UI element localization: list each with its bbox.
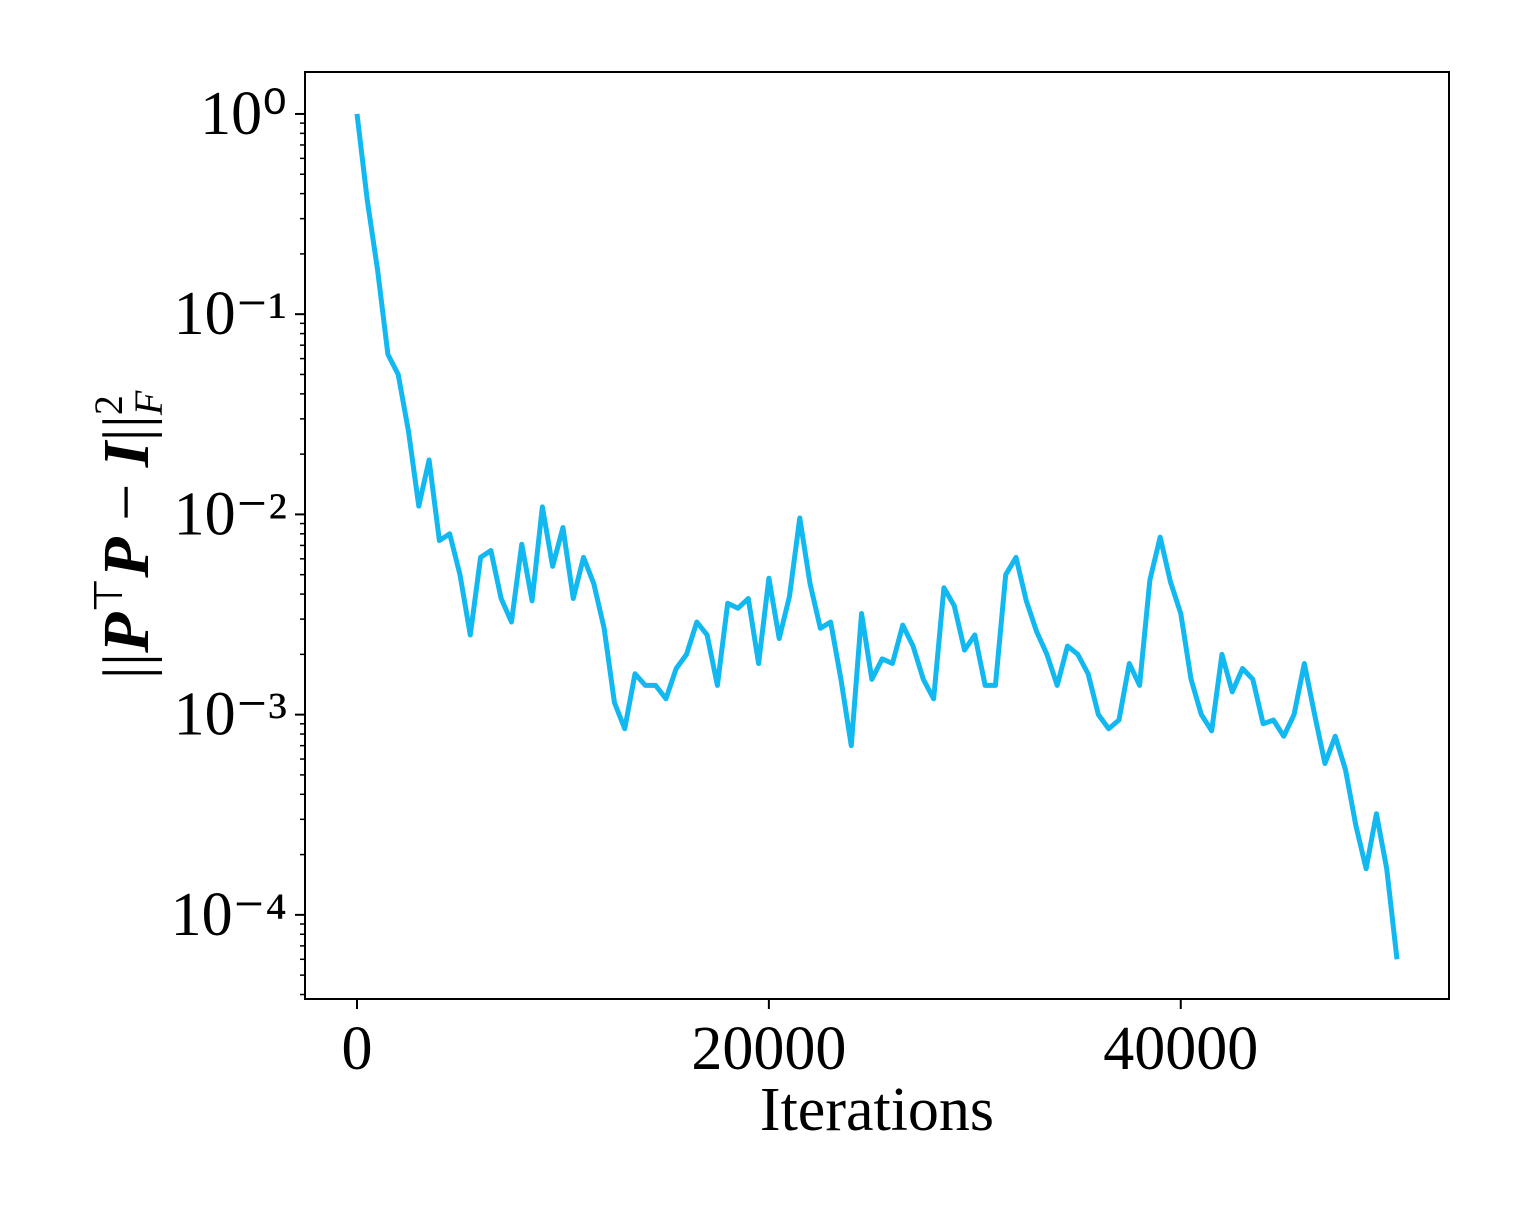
data-line: [354, 113, 1400, 960]
y-label-part: ||: [90, 415, 163, 441]
y-axis-label: ||P⊤P − I||2F: [86, 390, 171, 679]
y-label-part: P: [90, 612, 163, 654]
plot-frame: [304, 71, 1450, 1000]
x-tick-label: 40000: [1103, 1015, 1258, 1083]
y-label-part: −: [90, 467, 163, 537]
y-tick-label: 10⁻³: [174, 681, 287, 749]
y-label-part: 2: [86, 395, 131, 415]
y-tick-label: 10⁻⁴: [171, 881, 287, 949]
y-tick-label: 10⁻²: [174, 480, 287, 548]
y-label-part: ⊤: [86, 578, 131, 613]
x-tick-label: 0: [342, 1015, 373, 1083]
y-tick-label: 10⁻¹: [174, 280, 287, 348]
y-label-part: ||: [90, 653, 163, 679]
x-axis-label: Iterations: [760, 1076, 994, 1144]
y-label-part: P: [90, 537, 163, 579]
y-tick-label: 10⁰: [200, 80, 287, 148]
x-tick-label: 20000: [691, 1015, 846, 1083]
y-label-part: I: [90, 439, 163, 468]
y-label-part: F: [126, 390, 171, 416]
